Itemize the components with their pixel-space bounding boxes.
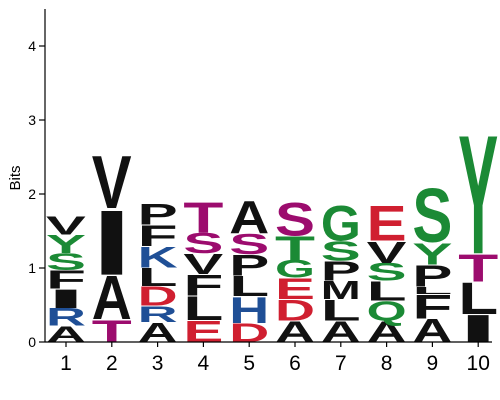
logo-letter-s: S [275, 193, 315, 246]
logo-letter-s: S [229, 228, 269, 260]
logo-letter-k: K [138, 241, 178, 274]
logo-letter-s: S [412, 172, 452, 259]
logo-letter-v: V [183, 248, 223, 280]
logo-letter-t: T [275, 230, 315, 268]
logo-letter-s: S [46, 249, 86, 275]
logo-letter-p: P [412, 259, 452, 293]
logo-letter-f: F [412, 288, 452, 326]
logo-letter-f: F [46, 265, 86, 294]
logo-letter-l: L [412, 285, 452, 296]
x-tick-label: 9 [427, 352, 439, 375]
logo-letter-e: E [275, 273, 315, 306]
logo-letter-l: L [367, 275, 407, 306]
x-tick-label: 3 [152, 352, 164, 375]
logo-letter-l: L [458, 273, 498, 324]
logo-letter-a: A [229, 192, 269, 244]
logo-letter-d: D [275, 294, 315, 327]
y-tick-label: 2 [28, 186, 36, 202]
x-tick-label: 4 [198, 352, 210, 375]
logo-letter-p: P [138, 198, 178, 231]
logo-letter-e: E [367, 195, 407, 251]
logo-letter-g: G [275, 255, 315, 283]
logo-letter-v: V [46, 211, 86, 240]
logo-letter-m: M [321, 276, 361, 305]
logo-letter-l: L [321, 294, 361, 327]
logo-letter-t: T [183, 194, 223, 242]
logo-letter-p: P [321, 256, 361, 287]
x-tick-label: 1 [60, 352, 72, 375]
logo-letter-r: R [138, 302, 178, 327]
logo-letter-p: P [229, 249, 269, 282]
logo-letter-y: Y [46, 230, 86, 259]
logo-letter-d: D [138, 281, 178, 312]
logo-letter-l: L [229, 270, 269, 302]
x-tick-label: 7 [335, 352, 347, 375]
logo-letter-s: S [367, 258, 407, 286]
logo-letter-l: L [183, 290, 223, 328]
logo-letter-a: A [92, 264, 132, 332]
y-tick-label: 3 [28, 112, 36, 128]
logo-letter-h: H [229, 289, 269, 331]
x-axis-ticks: 1 2 3 4 5 6 7 8 9 10 [60, 342, 490, 375]
logo-letter-s: S [321, 236, 361, 267]
logo-letter-f: F [138, 219, 178, 252]
x-tick-label: 10 [467, 352, 490, 375]
logo-letter-f: F [183, 268, 223, 301]
logo-letter-i: I [46, 284, 86, 314]
x-tick-label: 8 [381, 352, 393, 375]
y-tick-label: 0 [28, 334, 36, 350]
logo-letter-v: V [92, 142, 132, 225]
y-tick-label: 1 [28, 260, 36, 276]
logo-letter-t: T [458, 247, 498, 290]
y-axis-label: Bits [7, 165, 24, 190]
x-tick-label: 2 [106, 352, 118, 375]
y-tick-label: 4 [28, 38, 36, 54]
logo-letter-y: Y [412, 237, 452, 271]
logo-letters: ARIFSYVTAIVARDLKFPELFVSTDHLPSAADEGTSALMP… [46, 100, 498, 351]
logo-letter-g: G [321, 195, 361, 251]
logo-letter-r: R [46, 304, 86, 332]
logo-letter-q: Q [367, 296, 407, 327]
logo-letter-v: V [367, 236, 407, 270]
logo-letter-i: I [92, 191, 132, 295]
logo-letter-l: L [138, 263, 178, 292]
chart-axes [44, 9, 492, 343]
logo-letter-s: S [183, 227, 223, 259]
y-axis-ticks: 0 1 2 3 4 [28, 38, 45, 350]
logo-letter-y: Y [458, 100, 498, 289]
x-tick-label: 5 [243, 352, 255, 375]
x-tick-label: 6 [289, 352, 301, 375]
